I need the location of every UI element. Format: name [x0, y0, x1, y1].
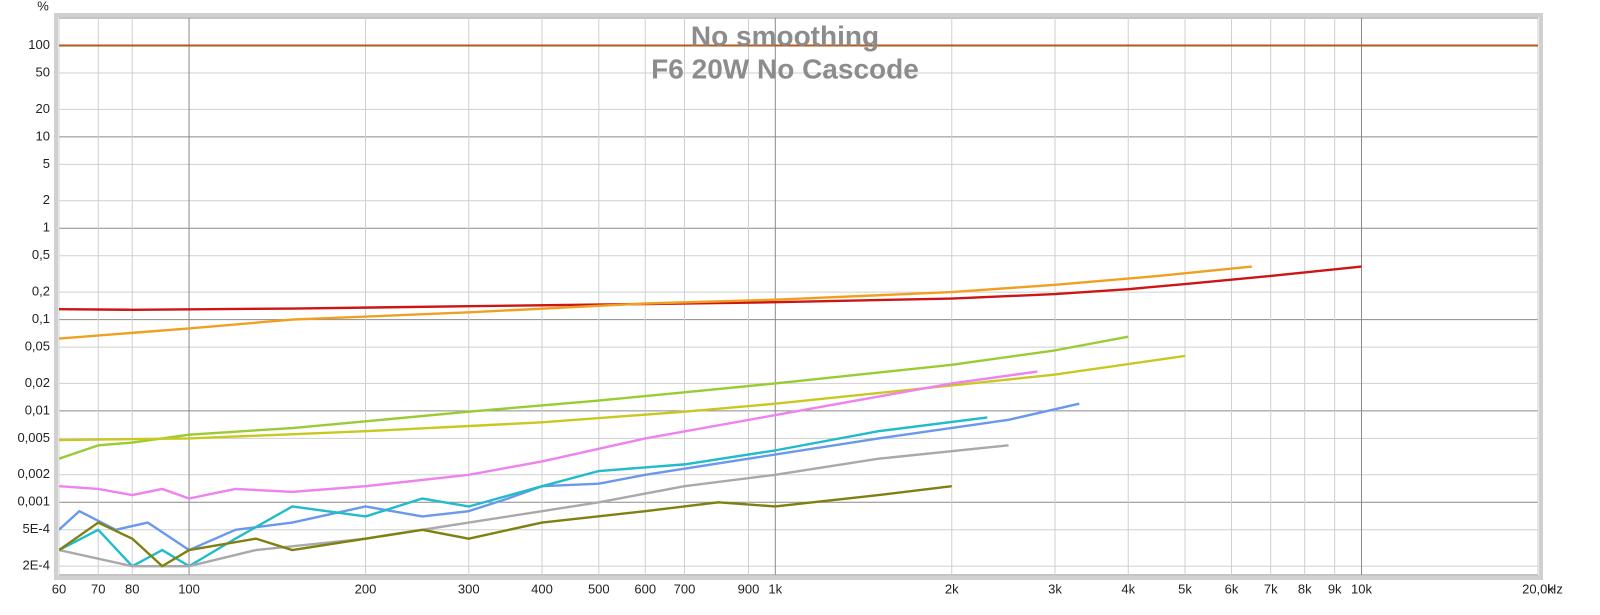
y-tick-label: 5E-4 [23, 521, 50, 536]
y-tick-label: 100 [28, 37, 50, 52]
series-line [59, 402, 1080, 552]
y-axis-label: % [37, 0, 49, 13]
y-tick-label: 0,1 [32, 311, 50, 326]
x-tick-label: 80 [125, 581, 139, 596]
series-line [59, 335, 1129, 460]
series-line [59, 354, 1186, 442]
y-tick-label: 0,2 [32, 284, 50, 299]
y-tick-label: 0,01 [25, 402, 50, 417]
grid [58, 18, 1539, 575]
x-tick-label: 100 [178, 581, 200, 596]
y-tick-label: 0,5 [32, 247, 50, 262]
x-tick-label: 300 [458, 581, 480, 596]
y-tick-label: 10 [36, 128, 50, 143]
y-tick-label: 0,02 [25, 375, 50, 390]
y-tick-label: 0,05 [25, 339, 50, 354]
series-line [59, 444, 1009, 568]
y-tick-label: 0,005 [17, 430, 50, 445]
plot-frame [54, 13, 1543, 580]
x-tick-label: 600 [634, 581, 656, 596]
chart-subtitle: F6 20W No Cascode [651, 53, 919, 84]
x-tick-label: 7k [1264, 581, 1278, 596]
series-line [59, 265, 1252, 340]
x-tick-label: 10k [1351, 581, 1372, 596]
x-tick-label: 200 [355, 581, 377, 596]
series-line [59, 416, 988, 568]
x-tick-label: 400 [531, 581, 553, 596]
x-tick-label: 5k [1178, 581, 1192, 596]
y-tick-label: 5 [43, 156, 50, 171]
x-tick-label: 6k [1225, 581, 1239, 596]
y-tick-label: 1 [43, 220, 50, 235]
y-tick-label: 2 [43, 192, 50, 207]
x-tick-label: 3k [1048, 581, 1062, 596]
x-tick-label: 20,0k [1522, 581, 1554, 596]
x-tick-label: 700 [674, 581, 696, 596]
x-tick-label: 2k [945, 581, 959, 596]
series-line [59, 370, 1038, 500]
y-tick-label: 2E-4 [23, 558, 50, 573]
x-tick-label: 70 [91, 581, 105, 596]
y-tick-label: 50 [36, 64, 50, 79]
x-axis-label: Hz [1547, 581, 1563, 596]
chart-title: No smoothing [691, 20, 879, 51]
x-tick-label: 900 [738, 581, 760, 596]
y-tick-label: 0,001 [17, 494, 50, 509]
y-tick-label: 20 [36, 101, 50, 116]
x-tick-label: 60 [52, 581, 66, 596]
x-tick-label: 9k [1328, 581, 1342, 596]
x-tick-label: 1k [768, 581, 782, 596]
y-tick-label: 0,002 [17, 466, 50, 481]
x-tick-label: 8k [1298, 581, 1312, 596]
series-line [59, 265, 1362, 311]
plot-area [58, 17, 1539, 576]
x-tick-label: 500 [588, 581, 610, 596]
series-line [59, 485, 952, 568]
x-tick-label: 4k [1121, 581, 1135, 596]
lines [59, 44, 1538, 568]
